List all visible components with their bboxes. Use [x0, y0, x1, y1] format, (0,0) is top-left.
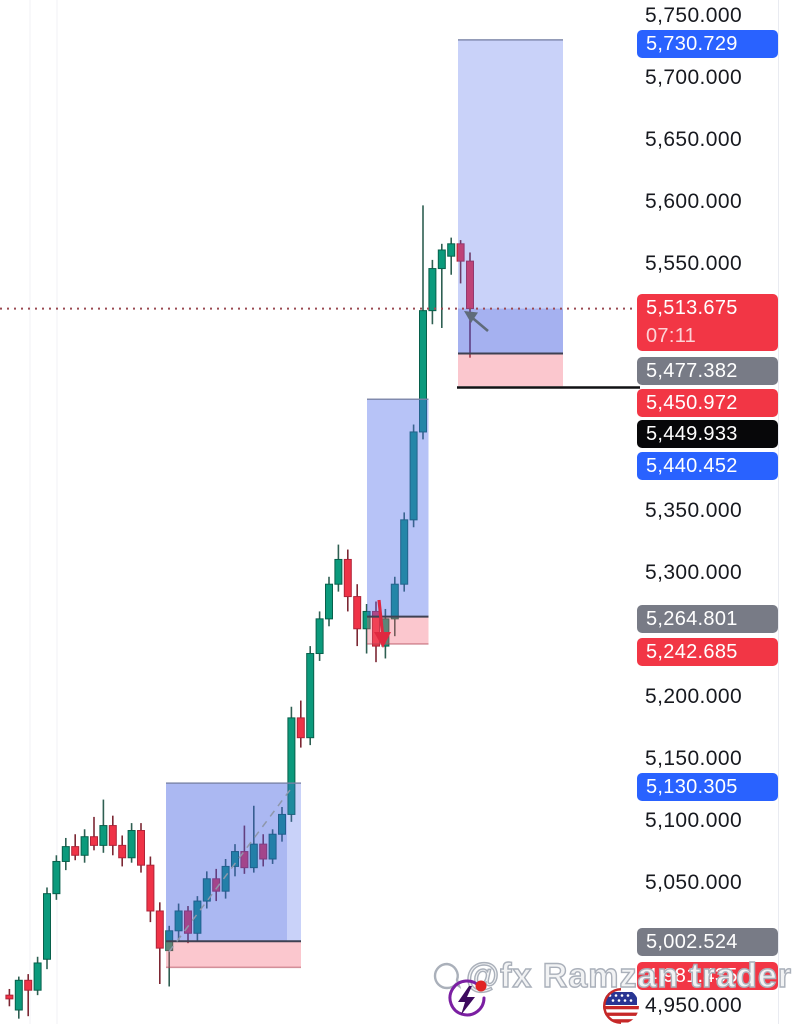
price-badge-stop: 5,450.972: [637, 389, 778, 417]
candle-body: [268, 833, 277, 860]
candle-body: [437, 249, 446, 270]
price-badge-stop: 5,242.685: [637, 638, 778, 666]
candle-body: [353, 596, 362, 630]
axis-tick-label: 5,550.000: [645, 251, 743, 275]
watermark-text: @fx Ramzan trader: [465, 956, 792, 995]
candle-body: [249, 843, 258, 869]
candle-body: [240, 851, 249, 869]
price-badge-entry: 5,477.382: [637, 357, 778, 385]
stop-zone: [458, 353, 563, 387]
profit-zone: [367, 399, 429, 617]
axis-tick-label: 4,950.000: [645, 994, 743, 1018]
candle-body: [278, 813, 286, 835]
profit-zone: [458, 39, 563, 354]
candle-body: [447, 243, 456, 257]
candle-body: [231, 851, 239, 867]
candle-body: [137, 830, 145, 866]
candle-body: [184, 910, 192, 934]
candle-body: [127, 830, 136, 859]
price-badge-entry: 5,002.524: [637, 928, 778, 956]
price-badge-horizontal-ray: 5,449.933: [637, 420, 778, 448]
candle-body: [52, 860, 61, 895]
price-badge-entry: 5,264.801: [637, 605, 778, 633]
candle-body: [155, 910, 164, 949]
candle-body: [24, 979, 33, 991]
candle-body: [409, 431, 418, 521]
price-badge-target: 5,130.305: [637, 773, 778, 801]
candle-body: [428, 268, 437, 312]
axis-tick-label: 5,650.000: [645, 127, 743, 151]
axis-tick-label: 5,300.000: [645, 561, 743, 585]
chat-bubble-icon: [432, 961, 462, 991]
candle-body: [221, 865, 230, 892]
candle-body: [296, 717, 305, 739]
axis-tick-label: 5,350.000: [645, 499, 743, 523]
candle-body: [325, 583, 333, 620]
down-arrow-shaft: [377, 599, 385, 635]
candle-body: [334, 558, 343, 585]
trend-line-dashed: [168, 785, 294, 953]
candle-body: [343, 558, 352, 598]
us-flag-icon: [601, 986, 641, 1024]
stop-zone: [367, 616, 429, 645]
candle-body: [174, 910, 183, 932]
profit-zone-shade: [166, 783, 287, 942]
watermark: @fx Ramzan trader: [0, 956, 792, 996]
axis-tick-label: 5,750.000: [645, 4, 743, 28]
candle-body: [315, 618, 324, 655]
price-badge-current-price: 5,513.675 07:11: [637, 293, 778, 351]
lightning-icon: [447, 979, 487, 1021]
candle-body: [71, 846, 80, 856]
candle-body: [456, 243, 465, 262]
axis-tick-label: 5,050.000: [645, 870, 743, 894]
axis-tick-label: 5,700.000: [645, 65, 743, 89]
price-badge-target: 5,440.452: [637, 452, 778, 480]
candle-body: [80, 836, 89, 856]
candle-body: [90, 836, 98, 846]
candle-body: [390, 583, 399, 620]
candle-body: [14, 979, 23, 1011]
candle-body: [306, 653, 315, 739]
price-badge-stop: 4,981.435: [637, 962, 778, 990]
candle-body: [146, 864, 155, 912]
profit-zone: [166, 783, 301, 942]
axis-tick-label: 5,100.000: [645, 808, 743, 832]
candle-body: [193, 900, 202, 934]
candle-body: [372, 610, 380, 647]
candle-body: [400, 519, 409, 585]
candle-body: [61, 846, 70, 862]
candle-body: [99, 825, 108, 846]
candle-body: [118, 844, 127, 859]
candle-body: [259, 843, 268, 860]
candle-body: [287, 717, 296, 815]
candle-body: [419, 310, 427, 433]
candle-body: [5, 994, 14, 1000]
axis-tick-label: 5,600.000: [645, 189, 743, 213]
axis-tick-label: 5,200.000: [645, 684, 743, 708]
pointer-arrow-icon: [464, 311, 478, 323]
axis-edge-line: [778, 0, 779, 1024]
down-arrow-icon: [374, 632, 391, 648]
stop-zone: [166, 941, 301, 968]
candle-body: [108, 825, 117, 846]
axis-tick-label: 5,150.000: [645, 746, 743, 770]
price-badge-target: 5,730.729: [637, 30, 778, 58]
candle-body: [33, 962, 42, 991]
candle-body: [362, 610, 371, 630]
candle-body: [43, 893, 51, 960]
candle-body: [202, 878, 211, 902]
